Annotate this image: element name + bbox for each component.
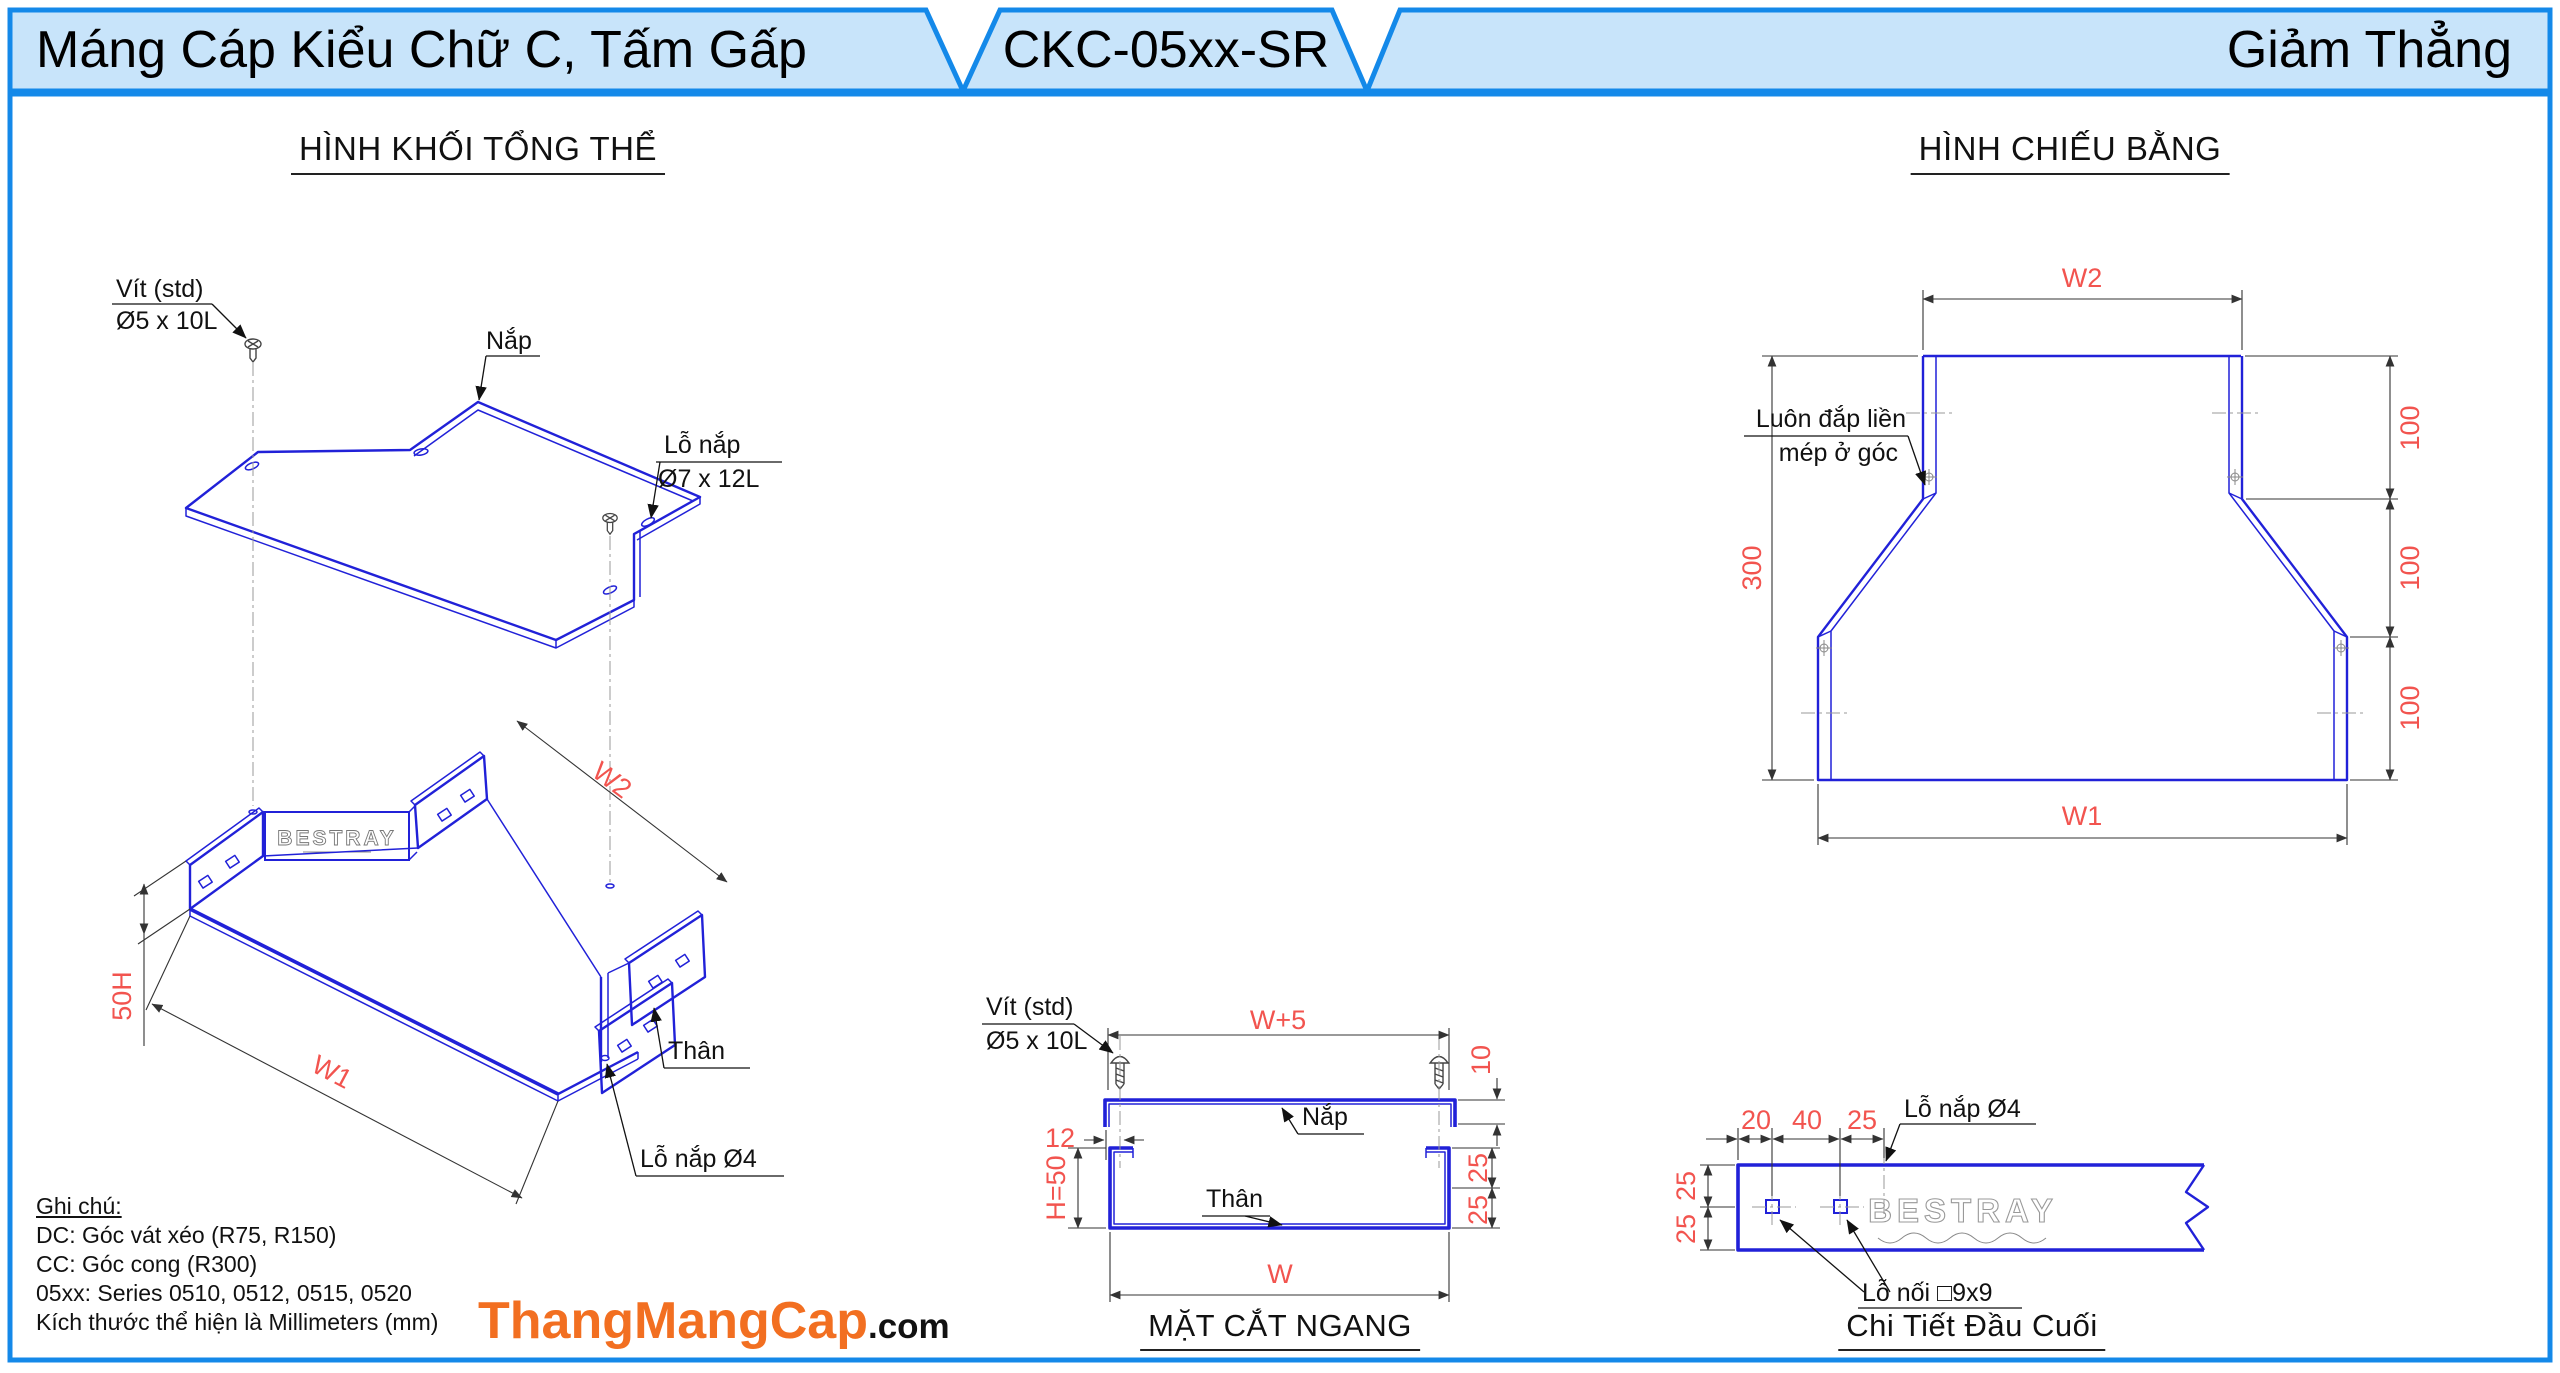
section-screw-label-line1: Vít (std) <box>986 993 1074 1021</box>
iso-screw-label-line1: Vít (std) <box>116 275 204 303</box>
note-line: 05xx: Series 0510, 0512, 0515, 0520 <box>36 1280 412 1306</box>
iso-screws <box>244 338 618 1062</box>
plan-dimensions <box>1744 290 2398 845</box>
header-product-code: CKC-05xx-SR <box>1002 21 1330 79</box>
plan-dim-100c: 100 <box>2395 685 2425 731</box>
note-line: DC: Góc vát xéo (R75, R150) <box>36 1222 337 1248</box>
notes-block: Ghi chú: DC: Góc vát xéo (R75, R150) CC:… <box>36 1192 438 1337</box>
iso-cover-hole-label-line2: Ø7 x 12L <box>658 465 760 493</box>
header-product-name: Máng Cáp Kiểu Chữ C, Tấm Gấp <box>36 21 807 79</box>
detail-dim-25: 25 <box>1846 1105 1878 1135</box>
iso-cover-label: Nắp <box>486 327 532 355</box>
section-dim-25b: 25 <box>1463 1194 1493 1226</box>
logo-name: ThangMangCap <box>478 1292 868 1350</box>
detail-cover-hole-label: Lỗ nắp Ø4 <box>1904 1095 2021 1123</box>
end-detail-dimensions <box>1700 1123 2036 1309</box>
brand-logo-detail: BESTRAY <box>1868 1192 2058 1229</box>
section-screw-label-line2: Ø5 x 10L <box>986 1027 1088 1055</box>
section-dim-w5: W+5 <box>1249 1005 1307 1035</box>
section-dim-10: 10 <box>1466 1044 1496 1076</box>
screw-icon <box>602 512 618 536</box>
plan-view-title: HÌNH CHIẾU BẰNG <box>1910 130 2230 175</box>
detail-dim-40: 40 <box>1791 1105 1823 1135</box>
end-detail-drawing: BESTRAY <box>1736 1150 2210 1252</box>
note-line: Kích thước thể hiện là Millimeters (mm) <box>36 1309 439 1335</box>
plan-dim-w2: W2 <box>2061 263 2103 293</box>
iso-screw-label-line2: Ø5 x 10L <box>116 307 218 335</box>
iso-body-drawing: BESTRAY <box>185 751 707 1102</box>
section-dim-h50: H=50 <box>1041 1155 1071 1221</box>
logo-suffix: .com <box>867 1307 950 1346</box>
iso-cover-drawing <box>184 400 702 649</box>
iso-cover-hole4-label: Lỗ nắp Ø4 <box>640 1145 757 1173</box>
section-dim-25a: 25 <box>1463 1152 1493 1184</box>
section-body-label: Thân <box>1206 1185 1263 1213</box>
company-logo: ThangMangCap.com <box>478 1291 950 1351</box>
notes-heading: Ghi chú: <box>36 1193 122 1219</box>
detail-dim-v25a: 25 <box>1671 1170 1701 1202</box>
plan-dim-w1: W1 <box>2061 801 2103 831</box>
detail-dim-20: 20 <box>1740 1105 1772 1135</box>
plan-drawing <box>1801 354 2364 782</box>
header-cell-right <box>1363 7 2553 94</box>
plan-dim-300: 300 <box>1737 545 1767 591</box>
section-view-title: MẶT CẮT NGANG <box>1140 1308 1420 1351</box>
section-dim-w: W <box>1267 1259 1293 1289</box>
iso-body-label: Thân <box>668 1037 725 1065</box>
detail-dim-v25b: 25 <box>1671 1213 1701 1245</box>
note-line: CC: Góc cong (R300) <box>36 1251 258 1277</box>
iso-dim-50h: 50H <box>107 971 137 1021</box>
iso-cover-hole-label-line1: Lỗ nắp <box>664 431 741 459</box>
section-dim-12: 12 <box>1044 1123 1076 1153</box>
plan-corner-note-line1: Luôn đắp liền <box>1755 405 1906 433</box>
iso-dimensions <box>112 303 784 1205</box>
header-variant: Giảm Thẳng <box>2226 21 2512 79</box>
page-frame <box>7 7 2553 1363</box>
iso-view-title: HÌNH KHỐI TỔNG THỂ <box>291 130 665 175</box>
brand-logo-iso: BESTRAY <box>277 827 396 850</box>
plan-corner-note-line2: mép ở góc <box>1778 439 1898 467</box>
end-detail-title: Chi Tiết Đầu Cuối <box>1838 1308 2106 1351</box>
plan-dim-100a: 100 <box>2395 405 2425 451</box>
section-cover-label: Nắp <box>1302 1103 1348 1131</box>
section-dimensions <box>982 1023 1505 1302</box>
detail-joint-hole-label: Lỗ nối □9x9 <box>1862 1279 1993 1307</box>
plan-dim-100b: 100 <box>2395 545 2425 591</box>
